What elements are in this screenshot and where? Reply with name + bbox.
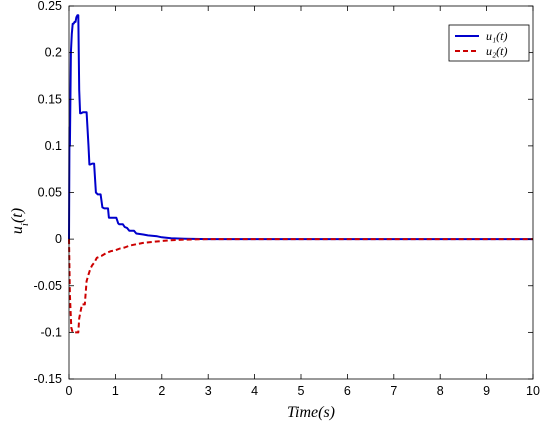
axes-layer: 0 1 2 3 4 5 6 7 8 9 10 -0.15 -0.1 -0.05 0 0.05 0.1 0.15 0.…	[34, 0, 540, 398]
legend: u₁(t) u₂(t)	[448, 24, 530, 62]
x-tick-label: 5	[298, 384, 305, 398]
y-tick-label: -0.05	[34, 279, 63, 293]
series-line-1	[68, 14, 533, 241]
series-layer	[68, 14, 533, 334]
plot-background	[69, 6, 533, 379]
y-tick-label: -0.15	[34, 372, 63, 386]
x-tick-label: 10	[526, 384, 540, 398]
y-tick-label: 0.2	[45, 46, 62, 60]
x-tick-label: 0	[66, 384, 73, 398]
x-tick-label: 9	[483, 384, 490, 398]
series-line-2	[68, 238, 533, 334]
y-axis-label: ui(t)	[9, 208, 31, 234]
legend-label-u2: u₂(t)	[486, 44, 508, 58]
x-axis-label: Time(s)	[287, 404, 335, 421]
x-tick-label: 6	[344, 384, 351, 398]
y-tick-label: 0.1	[45, 139, 62, 153]
plot-area	[69, 6, 533, 379]
y-tick-label: 0.05	[38, 186, 62, 200]
x-tick-label: 2	[158, 384, 165, 398]
x-tick-label: 1	[112, 384, 119, 398]
x-tick-label: 4	[251, 384, 258, 398]
y-tick-label: 0	[55, 232, 62, 246]
legend-label-u1: u₁(t)	[486, 29, 508, 43]
legend-box	[448, 24, 530, 62]
y-tick-label: -0.1	[40, 325, 62, 339]
x-tick-label: 3	[205, 384, 212, 398]
x-tick-label: 8	[437, 384, 444, 398]
x-tick-label: 7	[390, 384, 397, 398]
y-tick-label: 0.25	[38, 0, 62, 13]
y-tick-label: 0.15	[38, 92, 62, 106]
